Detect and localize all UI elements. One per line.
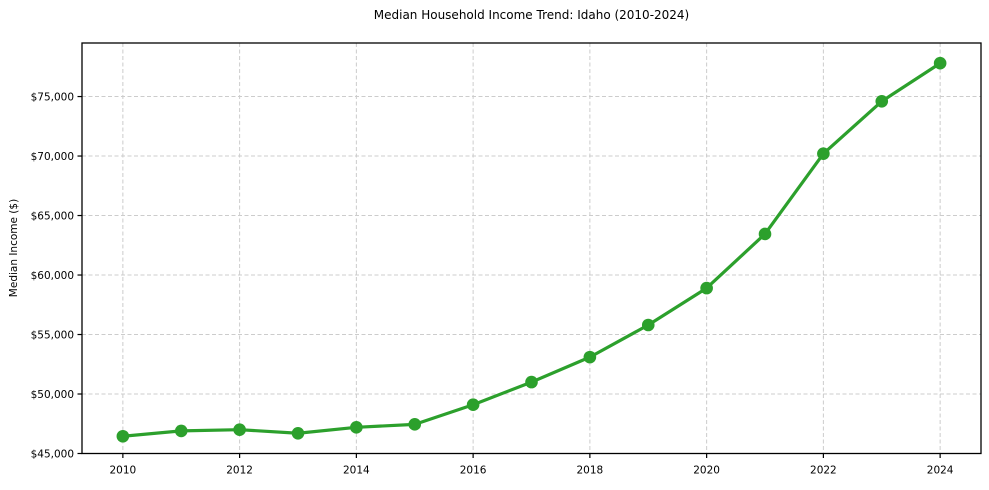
x-tick-label: 2010	[109, 465, 136, 477]
data-point-marker	[174, 424, 188, 438]
y-tick-label: $55,000	[31, 329, 74, 341]
y-tick-label: $65,000	[31, 210, 74, 222]
x-tick-label: 2016	[460, 465, 487, 477]
data-point-marker	[466, 398, 480, 412]
data-point-marker	[525, 375, 538, 389]
data-point-marker	[817, 147, 830, 160]
data-point-marker	[233, 423, 246, 437]
plot-border	[81, 42, 982, 455]
x-tick-label: 2018	[577, 465, 604, 477]
y-tick-label: $75,000	[31, 91, 74, 103]
x-tick-label: 2014	[343, 465, 370, 477]
data-point-marker	[875, 95, 889, 108]
y-tick-label: $45,000	[31, 448, 74, 460]
data-point-marker	[350, 421, 363, 434]
data-point-marker	[408, 418, 422, 431]
x-tick-label: 2022	[810, 465, 837, 477]
y-tick-label: $70,000	[31, 151, 74, 163]
y-tick-label: $50,000	[31, 389, 74, 401]
x-tick-label: 2012	[226, 465, 253, 477]
chart-title: Median Household Income Trend: Idaho (20…	[373, 8, 690, 22]
x-tick-label: 2024	[927, 465, 954, 477]
data-point-marker	[291, 426, 305, 440]
data-point-marker	[700, 281, 713, 295]
data-point-marker	[758, 227, 772, 241]
data-point-marker	[583, 350, 597, 364]
data-point-marker	[116, 429, 130, 443]
data-point-marker	[933, 56, 947, 70]
y-tick-label: $60,000	[31, 270, 74, 282]
data-point-marker	[641, 318, 655, 332]
x-tick-label: 2020	[693, 465, 720, 477]
